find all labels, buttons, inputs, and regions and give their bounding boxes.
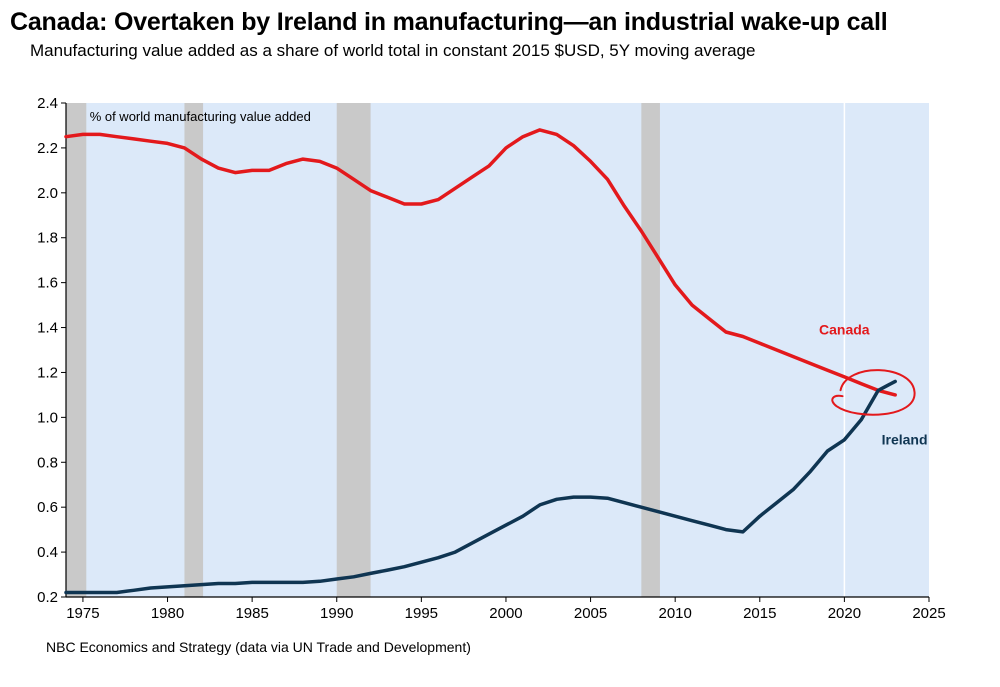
plot-area [66,103,929,597]
recession-band-3 [641,103,660,597]
x-tick-label: 2005 [574,605,607,622]
series-labels: Canada Ireland [819,321,928,447]
x-tick-label: 1995 [405,605,438,622]
chart-title: Canada: Overtaken by Ireland in manufact… [10,8,888,36]
x-tick-label: 1980 [151,605,184,622]
series-lines [64,128,897,595]
recession-band-0 [66,103,87,597]
y-tick-label: 1.4 [37,320,58,337]
x-tick-label: 1990 [320,605,353,622]
axes [61,102,930,602]
tick-labels: 0.2 0.4 0.6 0.8 1.0 1.2 1.4 1.6 1.8 2.0 2.2 2.4 1975… [37,95,946,622]
recession-band-2 [336,103,371,597]
x-tick-label: 2025 [912,605,945,622]
y-tick-label: 0.4 [37,544,58,561]
y-tick-label: 0.8 [37,454,58,471]
y-tick-label: 0.6 [37,499,58,516]
x-tick-label: 2010 [658,605,691,622]
y-axis-annotation: % of world manufacturing value added [90,109,311,124]
y-tick-label: 1.8 [37,230,58,247]
y-tick-label: 0.2 [37,589,58,606]
y-tick-label: 2.0 [37,185,58,202]
recession-band-1 [184,103,204,597]
source-note: NBC Economics and Strategy (data via UN … [46,639,471,655]
x-tick-label: 2020 [828,605,861,622]
line-chart: 0.2 0.4 0.6 0.8 1.0 1.2 1.4 1.6 1.8 2.0 2.2 2.4 1975… [37,95,946,622]
y-tick-label: 2.2 [37,140,58,157]
y-tick-label: 1.2 [37,364,58,381]
x-tick-label: 1975 [66,605,99,622]
x-tick-label: 2000 [489,605,522,622]
series-line-ireland [64,379,897,595]
series-line-canada [64,128,897,397]
series-label-ireland: Ireland [882,431,928,447]
highlight-circle [831,369,916,416]
x-tick-label: 1985 [235,605,268,622]
series-label-canada: Canada [819,321,870,337]
y-tick-label: 2.4 [37,95,58,112]
y-tick-label: 1.0 [37,409,58,426]
chart-subtitle: Manufacturing value added as a share of … [30,41,756,60]
x-tick-label: 2015 [743,605,776,622]
y-tick-label: 1.6 [37,275,58,292]
